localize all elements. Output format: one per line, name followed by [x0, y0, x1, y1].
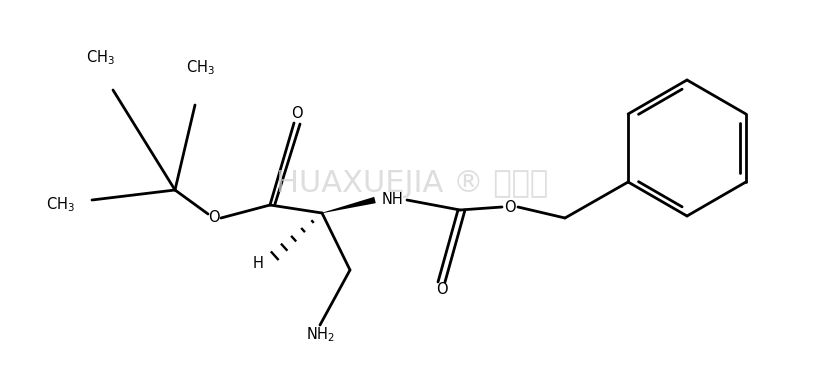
Text: NH$_2$: NH$_2$	[306, 326, 335, 344]
Text: CH$_3$: CH$_3$	[45, 196, 74, 215]
Text: HUAXUEJIA ® 化学加: HUAXUEJIA ® 化学加	[276, 170, 548, 199]
Text: NH: NH	[382, 193, 404, 207]
Polygon shape	[322, 197, 376, 213]
Text: O: O	[208, 210, 220, 225]
Text: CH$_3$: CH$_3$	[185, 59, 214, 77]
Text: O: O	[504, 199, 516, 215]
Text: H: H	[253, 256, 264, 271]
Text: CH$_3$: CH$_3$	[86, 49, 115, 67]
Text: O: O	[436, 282, 447, 297]
Text: O: O	[291, 106, 302, 121]
